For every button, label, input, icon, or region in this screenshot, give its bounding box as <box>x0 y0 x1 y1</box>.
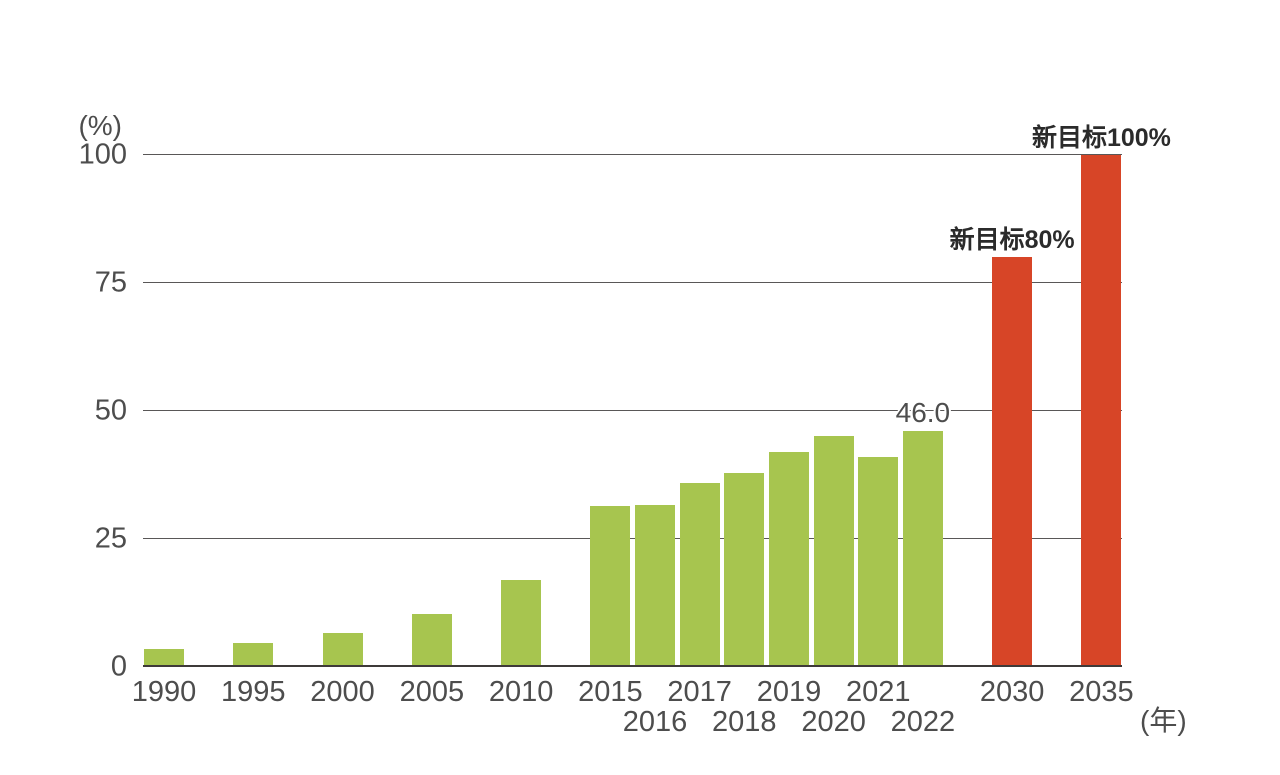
bar-2030 <box>992 257 1033 667</box>
x-axis-labels: 1990 1995 2000 2005 2010 2015 2016 2017 2018 2019… <box>132 667 1134 757</box>
x-tick-label-2020: 2020 <box>801 706 866 738</box>
y-tick-label-25: 25 <box>94 522 127 555</box>
y-tick-label-100: 100 <box>78 138 127 171</box>
x-axis-unit-label: (年) <box>1140 705 1187 736</box>
gridline-100 <box>143 154 1122 155</box>
bar-2015 <box>590 505 631 667</box>
bar-2000 <box>322 633 363 667</box>
bar-2010 <box>501 579 542 667</box>
x-tick-label-1990: 1990 <box>131 676 197 708</box>
gridline-75 <box>143 282 1122 283</box>
annotation-2022: 46.0 <box>895 396 951 428</box>
x-tick-label-2022: 2022 <box>890 706 956 738</box>
x-tick-label-2019: 2019 <box>756 676 822 708</box>
y-axis-labels: 0 25 50 75 100 <box>0 140 127 681</box>
x-tick-label-2021: 2021 <box>845 676 911 708</box>
bar-2016 <box>635 505 676 667</box>
bar-1990 <box>144 648 184 667</box>
x-tick-label-2005: 2005 <box>399 676 465 708</box>
bar-2018 <box>724 473 765 667</box>
bar-1995 <box>233 642 274 667</box>
annotation-2035: 新目标100% <box>1031 123 1171 152</box>
x-tick-label-2015: 2015 <box>578 676 643 708</box>
x-tick-label-2010: 2010 <box>488 676 554 708</box>
x-tick-label-2030: 2030 <box>979 676 1045 708</box>
y-tick-label-0: 0 <box>110 650 127 683</box>
x-tick-label-2016: 2016 <box>622 706 688 738</box>
x-tick-label-2018: 2018 <box>712 706 777 738</box>
bar-2019 <box>768 451 809 667</box>
y-axis-unit-label: (%) <box>78 110 122 141</box>
x-axis-line <box>143 665 1122 667</box>
x-tick-label-2035: 2035 <box>1069 676 1134 708</box>
y-tick-label-75: 75 <box>94 266 127 299</box>
gridline-50 <box>143 410 1122 411</box>
bar-2020 <box>813 435 854 667</box>
bar-2005 <box>411 614 452 667</box>
annotation-2030: 新目标80% <box>949 225 1075 254</box>
gridline-25 <box>143 538 1122 539</box>
bar-2035 <box>1081 155 1122 667</box>
x-tick-label-1995: 1995 <box>221 676 286 708</box>
x-tick-label-2017: 2017 <box>667 676 732 708</box>
bar-2022 <box>902 431 943 667</box>
plot-area: 46.0 新目标80% 新目标100% <box>143 124 1171 667</box>
bar-2017 <box>679 482 720 667</box>
y-tick-label-50: 50 <box>94 394 127 427</box>
bar-2021 <box>858 456 899 667</box>
x-tick-label-2000: 2000 <box>310 676 375 708</box>
